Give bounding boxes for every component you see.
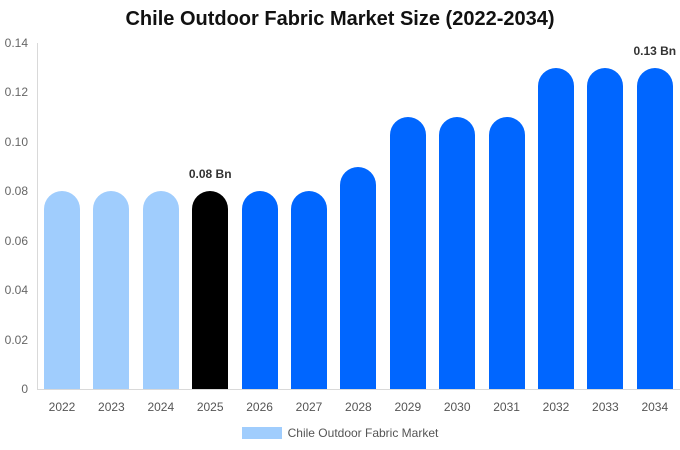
x-tick-label: 2022 [48,400,76,414]
bar-2030[interactable] [439,117,476,389]
legend: Chile Outdoor Fabric Market [0,426,680,440]
x-tick-label: 2032 [542,400,570,414]
bar-2033[interactable] [587,67,624,389]
bar-2023[interactable] [93,191,130,389]
y-tick-label: 0.10 [4,134,28,149]
x-tick-label: 2028 [345,400,372,414]
x-tick-label: 2034 [641,400,669,414]
y-tick-label: 0.02 [4,332,28,347]
bar-2024[interactable] [142,191,179,389]
x-tick-label: 2027 [295,400,323,414]
x-tick-label: 2023 [98,400,125,414]
bar-2022[interactable] [44,191,80,389]
legend-label: Chile Outdoor Fabric Market [287,426,439,440]
bar-2025[interactable] [192,191,229,389]
x-tick-label: 2031 [493,400,520,414]
bar-2034[interactable] [636,67,673,389]
y-tick-label: 0.08 [4,184,28,199]
data-label: 0.08 Bn [188,167,232,182]
y-tick-label: 0 [21,382,28,396]
bar-2029[interactable] [389,117,426,389]
x-tick-label: 2025 [196,400,224,414]
y-tick-label: 0.04 [4,283,28,298]
y-tick-label: 0.12 [4,85,28,100]
y-axis-line [37,43,38,389]
y-tick-label: 0.06 [4,233,28,248]
bar-2026[interactable] [241,191,278,389]
x-axis-line [37,389,680,390]
x-tick-label: 2026 [246,400,273,414]
bar-2027[interactable] [291,191,327,389]
bar-2032[interactable] [538,67,574,389]
x-tick-label: 2030 [443,400,471,414]
data-label: 0.13 Bn [633,43,677,58]
x-tick-label: 2033 [592,400,619,414]
bar-2028[interactable] [340,166,377,389]
x-tick-label: 2029 [394,400,422,414]
chart-title: Chile Outdoor Fabric Market Size (2022-2… [125,8,555,30]
bar-2031[interactable] [488,117,525,389]
legend-swatch [241,427,282,439]
y-tick-label: 0.14 [4,36,28,50]
x-tick-label: 2024 [147,400,175,414]
